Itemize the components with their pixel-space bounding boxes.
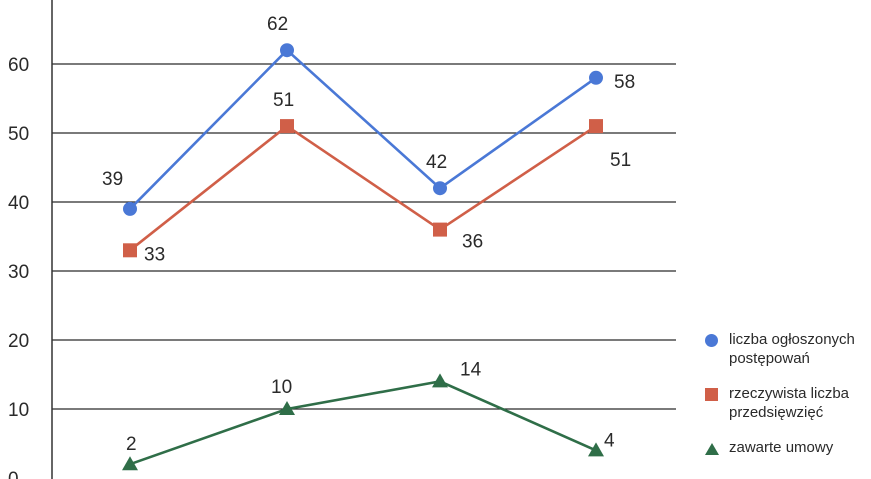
data-label: 51 — [610, 150, 631, 171]
data-label: 10 — [271, 377, 292, 398]
circle-marker-icon — [705, 334, 718, 347]
data-label: 39 — [102, 169, 123, 190]
series-line — [129, 380, 597, 466]
data-label: 58 — [614, 72, 635, 93]
series-line — [129, 124, 597, 252]
y-tick-label: 40 — [8, 193, 29, 214]
data-label: 14 — [460, 359, 482, 380]
data-point-square — [589, 119, 603, 134]
data-point-circle — [123, 201, 137, 216]
triangle-marker-icon — [705, 443, 719, 455]
legend-item-announced: liczba ogłoszonych postępowań — [703, 330, 871, 368]
data-label: 51 — [273, 90, 294, 111]
y-tick-label: 30 — [8, 262, 29, 283]
data-labels: 39 62 42 58 33 51 36 51 2 10 14 4 — [102, 14, 635, 455]
grid — [52, 63, 676, 410]
data-label: 42 — [426, 152, 447, 173]
data-point-square — [280, 119, 294, 134]
y-tick-label: 20 — [8, 331, 29, 352]
y-tick-label: 60 — [8, 55, 29, 76]
series-line — [129, 48, 597, 210]
y-tick-label: 0 — [8, 469, 19, 479]
data-point-circle — [433, 181, 447, 196]
legend-item-contracts: zawarte umowy — [703, 438, 871, 457]
data-point-triangle — [588, 442, 604, 457]
data-label: 62 — [267, 14, 288, 35]
data-label: 33 — [144, 244, 165, 265]
data-point-square — [433, 222, 447, 237]
series-lines — [129, 48, 597, 466]
legend-label: rzeczywista liczba przedsięwzięć — [729, 385, 850, 421]
data-point-circle — [280, 43, 294, 58]
legend: liczba ogłoszonych postępowań rzeczywist… — [703, 330, 871, 457]
data-point-square — [123, 243, 137, 258]
legend-label: zawarte umowy — [729, 439, 834, 456]
y-axis-ticks: 0 10 20 30 40 50 60 — [8, 55, 29, 479]
y-tick-label: 50 — [8, 124, 29, 145]
series-markers — [122, 43, 604, 471]
y-tick-label: 10 — [8, 400, 29, 421]
data-label: 36 — [462, 232, 483, 253]
data-point-triangle — [122, 456, 138, 471]
data-label: 2 — [126, 434, 137, 455]
legend-item-actual: rzeczywista liczba przedsięwzięć — [703, 384, 871, 422]
square-marker-icon — [705, 388, 718, 401]
data-point-circle — [589, 70, 603, 85]
legend-label: liczba ogłoszonych postępowań — [729, 331, 855, 367]
data-label: 4 — [604, 430, 615, 451]
data-point-triangle — [279, 401, 295, 415]
data-point-triangle — [432, 373, 448, 388]
